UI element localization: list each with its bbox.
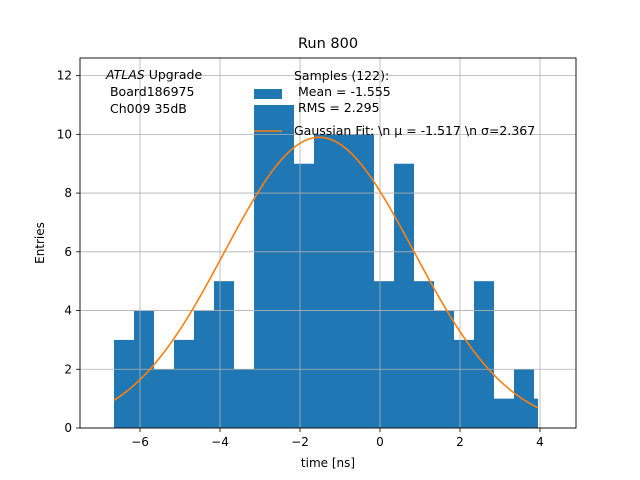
- chart-title: Run 800: [298, 36, 358, 52]
- histogram-bar: [314, 134, 334, 428]
- y-tick-label: 6: [64, 245, 72, 259]
- histogram-bar: [474, 281, 494, 428]
- atlas-annotation: ATLAS Upgrade Board186975 Ch009 35dB: [105, 67, 202, 116]
- y-tick-label: 0: [64, 421, 72, 435]
- annotation-channel: Ch009 35dB: [106, 101, 187, 116]
- histogram-bar: [534, 398, 538, 428]
- histogram-bar: [154, 369, 174, 428]
- x-tick-label: −6: [131, 435, 149, 449]
- annotation-board: Board186975: [106, 84, 194, 99]
- legend-histogram-line-1: Samples (122):: [294, 68, 389, 83]
- histogram-bars: [114, 104, 538, 428]
- y-tick-label: 10: [57, 127, 72, 141]
- histogram-bar: [354, 134, 374, 428]
- legend-histogram-line-2: Mean = -1.555: [294, 84, 391, 99]
- histogram-bar: [494, 398, 514, 428]
- y-axis-ticks: 0 2 4 6 8 10 12: [57, 69, 80, 435]
- x-axis-ticks: −6 −4 −2 0 2 4: [131, 428, 544, 449]
- annotation-atlas: ATLAS: [105, 67, 145, 82]
- histogram-bar: [414, 281, 434, 428]
- y-tick-label: 8: [64, 186, 72, 200]
- histogram-bar: [334, 134, 354, 428]
- histogram-bar: [274, 104, 294, 428]
- y-tick-label: 12: [57, 69, 72, 83]
- legend: Samples (122): Mean = -1.555 RMS = 2.295…: [254, 68, 535, 138]
- x-tick-label: 2: [456, 435, 464, 449]
- plot-frame: [79, 57, 577, 429]
- legend-histogram-patch: [254, 89, 282, 99]
- x-tick-label: −4: [211, 435, 229, 449]
- x-axis-label: time [ns]: [301, 456, 355, 470]
- gaussian-fit-curve: [113, 136, 539, 409]
- histogram-bar: [394, 163, 414, 428]
- y-tick-label: 2: [64, 362, 72, 376]
- histogram-bar: [454, 339, 474, 428]
- histogram-bar: [374, 281, 394, 428]
- annotation-upgrade: Upgrade: [145, 67, 203, 82]
- x-tick-label: 4: [536, 435, 544, 449]
- y-tick-label: 4: [64, 304, 72, 318]
- histogram-bar: [174, 339, 194, 428]
- histogram-bar: [514, 369, 534, 428]
- histogram-bar: [214, 281, 234, 428]
- histogram-bar: [294, 163, 314, 428]
- histogram-bar: [234, 369, 254, 428]
- x-tick-label: 0: [376, 435, 384, 449]
- annotation-line-1: ATLAS Upgrade: [105, 67, 202, 82]
- histogram-bar: [114, 339, 134, 428]
- x-tick-label: −2: [291, 435, 309, 449]
- legend-histogram-line-3: RMS = 2.295: [294, 100, 380, 115]
- legend-fit-label: Gaussian Fit: \n μ = -1.517 \n σ=2.367: [294, 123, 535, 138]
- y-axis-label: Entries: [33, 222, 47, 264]
- histogram-bar: [254, 104, 274, 428]
